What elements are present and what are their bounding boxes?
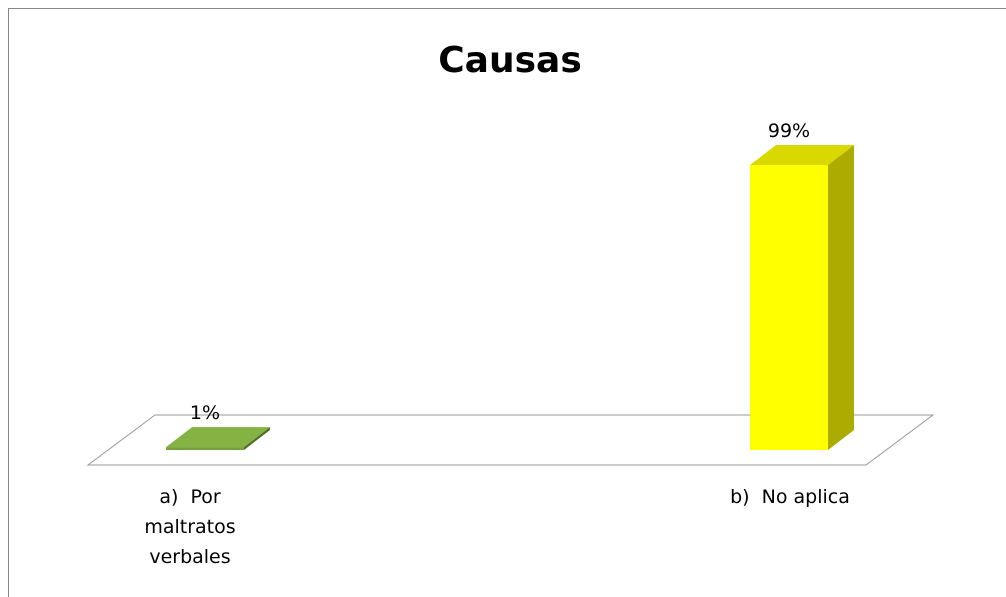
data-label: 1% xyxy=(190,402,220,424)
bar xyxy=(166,447,244,450)
bar-top xyxy=(750,145,854,165)
chart-title: Causas xyxy=(438,40,582,81)
bar-side xyxy=(828,145,854,450)
bar-side xyxy=(244,427,270,450)
bar xyxy=(750,165,828,450)
bar-top xyxy=(166,427,270,448)
data-label: 99% xyxy=(768,120,810,142)
x-tick-label: a) Por maltratos verbales xyxy=(144,486,242,568)
floor xyxy=(86,414,935,466)
x-tick-label: b) No aplica xyxy=(730,486,850,508)
